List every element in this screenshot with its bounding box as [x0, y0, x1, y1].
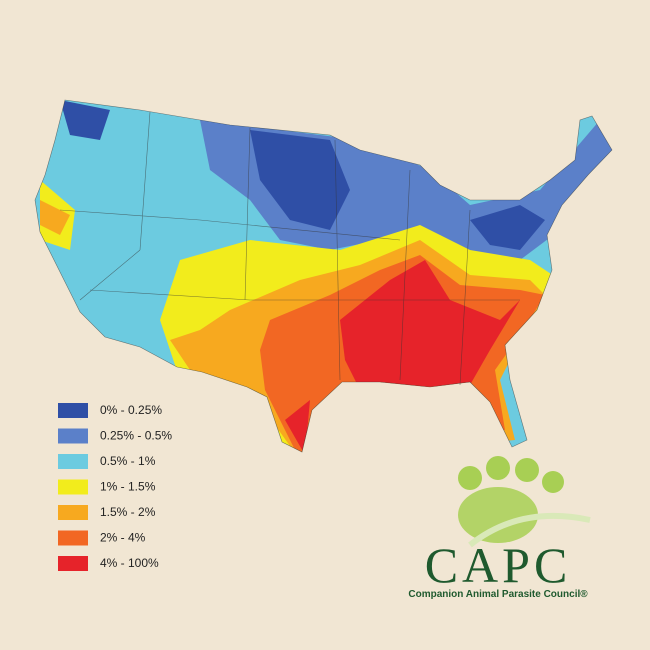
legend-label: 4% - 100% [100, 556, 159, 570]
legend-swatch [58, 556, 88, 571]
logo: CAPC Companion Animal Parasite Council® [408, 456, 591, 600]
legend-swatch [58, 530, 88, 546]
legend-swatch [58, 428, 88, 444]
logo-toe [515, 458, 539, 482]
legend-swatch [58, 403, 88, 418]
legend-label: 1% - 1.5% [100, 480, 156, 494]
region-red [285, 260, 520, 452]
logo-toe [458, 466, 482, 490]
region-dark-blue [60, 100, 545, 250]
logo-pad [458, 487, 538, 543]
legend-label: 2% - 4% [100, 531, 146, 545]
logo-toe [542, 471, 564, 493]
legend-label: 1.5% - 2% [100, 505, 156, 519]
legend-swatch [58, 454, 88, 469]
logo-toe [486, 456, 510, 480]
legend: 0% - 0.25% 0.25% - 0.5% 0.5% - 1% 1% - 1.5%… [58, 403, 172, 571]
logo-name: CAPC [425, 537, 572, 593]
legend-swatch [58, 479, 88, 495]
logo-tagline: Companion Animal Parasite Council® [408, 589, 588, 600]
legend-label: 0.5% - 1% [100, 454, 156, 468]
legend-label: 0.25% - 0.5% [100, 429, 172, 443]
logo-swoosh [468, 512, 591, 548]
legend-swatch [58, 505, 88, 520]
state-borders [34, 99, 613, 453]
legend-label: 0% - 0.25% [100, 403, 162, 417]
